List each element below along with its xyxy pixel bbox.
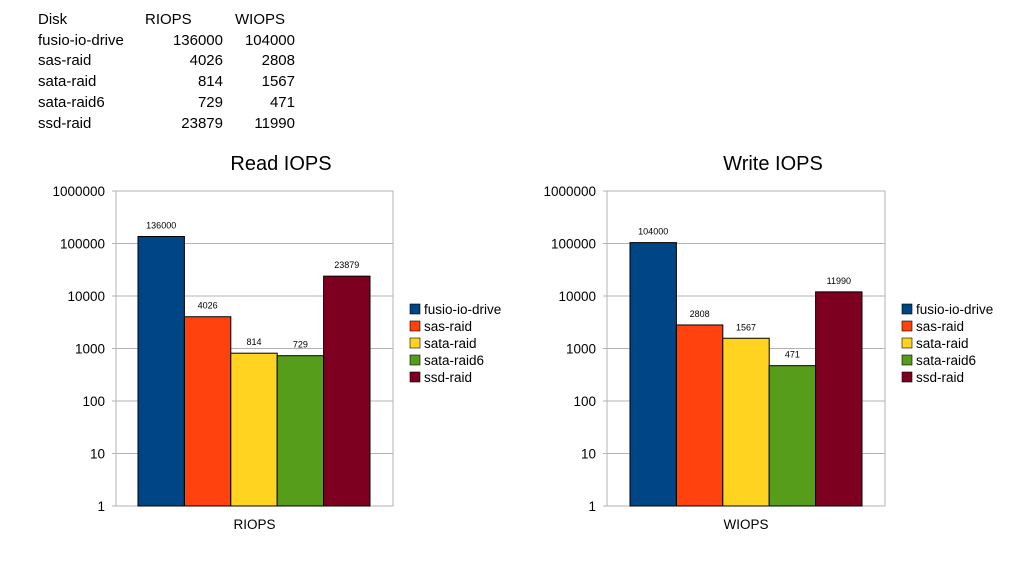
table-header-row: Disk RIOPS WIOPS bbox=[38, 10, 295, 31]
table-cell: ssd-raid bbox=[38, 114, 92, 132]
y-tick-label: 1 bbox=[97, 499, 105, 514]
legend-swatch bbox=[409, 337, 421, 349]
bar bbox=[815, 291, 863, 507]
table-header: RIOPS bbox=[145, 11, 192, 28]
y-tick-label: 10 bbox=[581, 447, 596, 462]
data-label: 136000 bbox=[146, 220, 176, 230]
table-cell: sata-raid6 bbox=[38, 93, 105, 111]
y-tick-label: 10000 bbox=[67, 289, 105, 304]
bar bbox=[675, 324, 724, 507]
y-tick-label: 100000 bbox=[60, 237, 105, 252]
bar bbox=[183, 316, 232, 507]
legend-label: ssd-raid bbox=[916, 370, 964, 385]
data-label: 814 bbox=[246, 337, 261, 347]
data-label: 11990 bbox=[827, 276, 851, 286]
legend-label: sas-raid bbox=[424, 319, 472, 334]
table-cell: 4026 bbox=[189, 52, 223, 70]
data-table: Disk RIOPS WIOPS fusio-io-drive 136000 1… bbox=[38, 10, 295, 134]
legend-swatch bbox=[901, 371, 913, 383]
chart-title: Write IOPS bbox=[723, 153, 823, 175]
legend-label: fusio-io-drive bbox=[424, 302, 501, 317]
legend-label: sata-raid bbox=[424, 336, 477, 351]
y-tick-label: 100000 bbox=[551, 237, 596, 252]
table-header: Disk bbox=[38, 11, 68, 28]
legend-swatch bbox=[901, 303, 913, 315]
data-label: 471 bbox=[785, 350, 800, 360]
y-tick-label: 1000000 bbox=[543, 184, 596, 199]
bar bbox=[629, 242, 677, 507]
legend-swatch bbox=[901, 354, 913, 366]
y-tick-label: 10000 bbox=[558, 289, 596, 304]
data-label: 4026 bbox=[198, 301, 218, 311]
bar bbox=[276, 355, 325, 507]
table-row: ssd-raid 23879 11990 bbox=[38, 114, 295, 135]
legend-label: sata-raid6 bbox=[916, 353, 976, 368]
table-cell: 136000 bbox=[172, 31, 223, 49]
legend-swatch bbox=[901, 337, 913, 349]
x-category-label: WIOPS bbox=[723, 517, 768, 532]
legend-swatch bbox=[409, 354, 421, 366]
chart-title: Read IOPS bbox=[230, 153, 331, 175]
y-tick-label: 100 bbox=[82, 394, 105, 409]
bar bbox=[137, 235, 185, 507]
data-label: 1567 bbox=[736, 322, 756, 332]
legend-label: fusio-io-drive bbox=[916, 302, 993, 317]
legend-swatch bbox=[409, 371, 421, 383]
table-row: fusio-io-drive 136000 104000 bbox=[38, 31, 295, 52]
table-cell: 11990 bbox=[254, 114, 295, 132]
bar bbox=[768, 365, 817, 507]
bar bbox=[722, 337, 770, 507]
table-cell: 23879 bbox=[181, 114, 223, 132]
legend-label: sata-raid6 bbox=[424, 353, 484, 368]
legend-swatch bbox=[901, 320, 913, 332]
bar bbox=[230, 352, 278, 507]
table-cell: 729 bbox=[197, 93, 223, 111]
y-tick-label: 1 bbox=[588, 499, 596, 514]
bar bbox=[323, 275, 371, 507]
data-label: 2808 bbox=[690, 309, 710, 319]
table-cell: 2808 bbox=[261, 52, 295, 70]
y-tick-label: 1000 bbox=[566, 342, 596, 357]
table-cell: 1567 bbox=[261, 73, 295, 91]
data-label: 23879 bbox=[334, 260, 359, 270]
table-cell: 471 bbox=[269, 93, 295, 111]
table-cell: 814 bbox=[197, 73, 223, 91]
y-tick-label: 100 bbox=[573, 394, 596, 409]
table-row: sata-raid 814 1567 bbox=[38, 72, 295, 93]
table-header: WIOPS bbox=[235, 11, 286, 28]
x-category-label: RIOPS bbox=[233, 517, 275, 532]
table-row: sas-raid 4026 2808 bbox=[38, 51, 295, 72]
table-cell: sas-raid bbox=[38, 52, 92, 70]
legend-label: sas-raid bbox=[916, 319, 964, 334]
table-cell: sata-raid bbox=[38, 73, 97, 91]
y-tick-label: 10 bbox=[90, 447, 105, 462]
y-tick-label: 1000 bbox=[75, 342, 105, 357]
table-cell: fusio-io-drive bbox=[38, 31, 124, 49]
data-label: 729 bbox=[293, 340, 308, 350]
legend-label: sata-raid bbox=[916, 336, 969, 351]
table-row: sata-raid6 729 471 bbox=[38, 93, 295, 114]
legend-label: ssd-raid bbox=[424, 370, 472, 385]
legend-swatch bbox=[409, 303, 421, 315]
y-tick-label: 1000000 bbox=[52, 184, 105, 199]
data-label: 104000 bbox=[638, 227, 668, 237]
legend-swatch bbox=[409, 320, 421, 332]
table-cell: 104000 bbox=[244, 31, 295, 49]
